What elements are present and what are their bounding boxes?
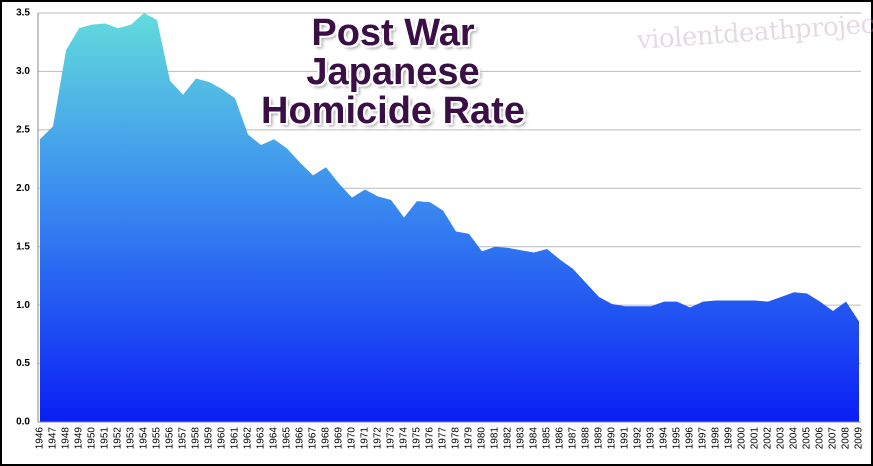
x-tick-label: 1969: [334, 427, 345, 450]
x-tick-label: 1948: [61, 427, 72, 450]
x-tick-label: 1994: [659, 427, 670, 450]
x-tick-label: 1964: [269, 427, 280, 450]
x-tick-label: 1982: [503, 427, 514, 450]
x-tick-label: 1951: [100, 427, 111, 450]
x-tick-label: 1974: [399, 427, 410, 450]
x-tick-label: 1997: [698, 427, 709, 450]
x-tick-label: 1953: [126, 427, 137, 450]
x-tick-label: 1992: [633, 427, 644, 450]
x-tick-label: 1979: [464, 427, 475, 450]
x-tick-label: 1976: [425, 427, 436, 450]
x-tick-label: 1998: [711, 427, 722, 450]
x-tick-label: 1980: [477, 427, 488, 450]
x-tick-label: 1991: [620, 427, 631, 450]
x-tick-label: 1973: [386, 427, 397, 450]
x-tick-label: 2009: [854, 427, 865, 450]
x-tick-label: 2006: [815, 427, 826, 450]
x-tick-label: 1983: [516, 427, 527, 450]
x-tick-label: 1988: [581, 427, 592, 450]
x-tick-label: 1962: [243, 427, 254, 450]
y-tick-label: 1.0: [16, 300, 30, 311]
x-tick-label: 1957: [178, 427, 189, 450]
x-tick-label: 1978: [451, 427, 462, 450]
x-tick-label: 1967: [308, 427, 319, 450]
x-tick-label: 1971: [360, 427, 371, 450]
y-tick-label: 2.0: [16, 183, 30, 194]
x-tick-label: 1946: [35, 427, 46, 450]
x-tick-label: 1958: [191, 427, 202, 450]
x-tick-label: 1999: [724, 427, 735, 450]
y-tick-label: 0.0: [16, 417, 30, 428]
x-tick-label: 1972: [373, 427, 384, 450]
x-tick-label: 1960: [217, 427, 228, 450]
x-tick-label: 1963: [256, 427, 267, 450]
x-tick-label: 2008: [841, 427, 852, 450]
x-tick-label: 1975: [412, 427, 423, 450]
x-tick-label: 1986: [555, 427, 566, 450]
x-tick-label: 1954: [139, 427, 150, 450]
x-tick-label: 1955: [152, 427, 163, 450]
x-tick-label: 2003: [776, 427, 787, 450]
x-tick-label: 2005: [802, 427, 813, 450]
x-tick-label: 1959: [204, 427, 215, 450]
x-tick-label: 1970: [347, 427, 358, 450]
y-tick-label: 0.5: [16, 358, 30, 369]
x-tick-label: 2004: [789, 427, 800, 450]
x-tick-label: 1952: [113, 427, 124, 450]
x-tick-label: 2001: [750, 427, 761, 450]
x-tick-label: 1950: [87, 427, 98, 450]
x-tick-label: 1985: [542, 427, 553, 450]
x-tick-label: 1984: [529, 427, 540, 450]
x-tick-label: 2007: [828, 427, 839, 450]
y-tick-label: 2.5: [16, 124, 30, 135]
x-tick-label: 1995: [672, 427, 683, 450]
x-tick-label: 1987: [568, 427, 579, 450]
x-tick-label: 2002: [763, 427, 774, 450]
y-tick-label: 3.0: [16, 66, 30, 77]
x-tick-label: 1993: [646, 427, 657, 450]
x-tick-label: 1968: [321, 427, 332, 450]
x-tick-label: 1990: [607, 427, 618, 450]
x-tick-label: 1989: [594, 427, 605, 450]
x-tick-label: 1965: [282, 427, 293, 450]
x-tick-label: 2000: [737, 427, 748, 450]
x-tick-label: 1947: [48, 427, 59, 450]
x-tick-label: 1961: [230, 427, 241, 450]
area: [40, 13, 859, 422]
x-tick-label: 1977: [438, 427, 449, 450]
x-tick-label: 1949: [74, 427, 85, 450]
x-tick-label: 1966: [295, 427, 306, 450]
y-tick-label: 1.5: [16, 241, 30, 252]
x-tick-label: 1996: [685, 427, 696, 450]
x-tick-label: 1956: [165, 427, 176, 450]
y-tick-label: 3.5: [16, 8, 30, 19]
chart-title: Post War Japanese Homicide Rate: [261, 12, 525, 132]
x-tick-label: 1981: [490, 427, 501, 450]
